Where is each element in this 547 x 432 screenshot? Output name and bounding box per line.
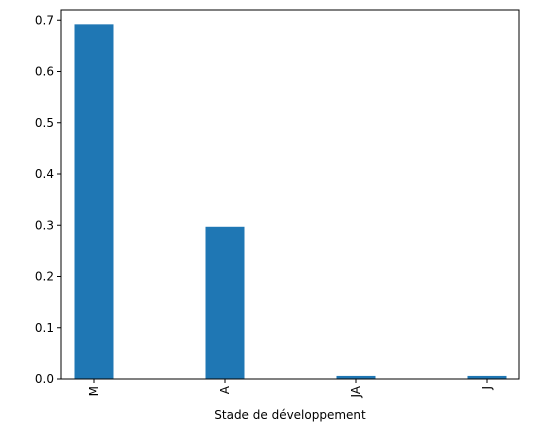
bar-m (74, 24, 114, 379)
y-tick-label: 0.3 (35, 218, 54, 232)
y-axis: 0.0 0.1 0.2 0.3 0.4 0.5 0.6 0.7 (35, 13, 61, 386)
x-tick-label: M (87, 386, 101, 396)
x-tick-label: JA (349, 385, 363, 398)
bars-group (74, 24, 507, 379)
x-axis-label: Stade de développement (214, 408, 366, 422)
y-tick-label: 0.1 (35, 321, 54, 335)
x-tick-label: A (218, 385, 232, 394)
bar-a (205, 226, 245, 379)
y-tick-label: 0.0 (35, 372, 54, 386)
y-tick-label: 0.2 (35, 270, 54, 284)
x-tick-label: J (480, 386, 494, 391)
y-tick-label: 0.5 (35, 116, 54, 130)
y-tick-label: 0.6 (35, 65, 54, 79)
x-axis: M A JA J (87, 379, 494, 399)
plot-frame (60, 9, 520, 380)
y-tick-label: 0.4 (35, 167, 54, 181)
bar-j (467, 375, 507, 379)
y-tick-label: 0.7 (35, 13, 54, 27)
bar-ja (336, 375, 376, 379)
